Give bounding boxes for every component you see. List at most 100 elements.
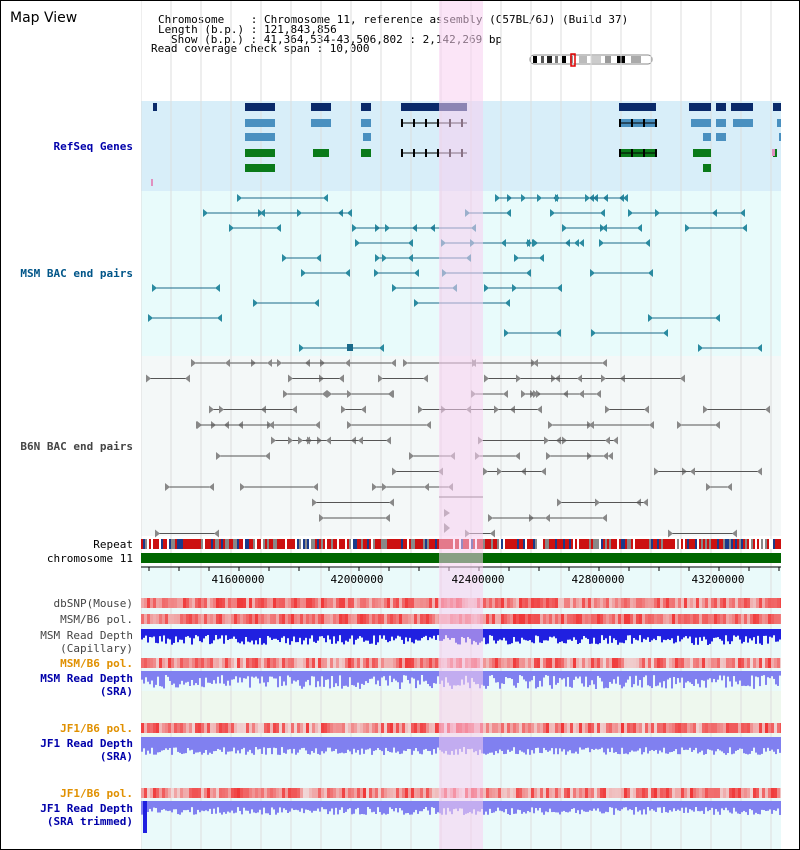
bac-end-marker	[574, 239, 579, 247]
heat-cell	[738, 658, 741, 668]
depth-bar	[495, 737, 497, 752]
b6n-bac-label[interactable]: B6N BAC end pairs	[20, 440, 133, 453]
jf1-trim-label-1[interactable]: JF1 Read Depth	[40, 802, 133, 815]
repeat-element	[165, 539, 167, 549]
bac-end-marker	[382, 483, 387, 491]
depth-bar	[193, 737, 195, 755]
heat-cell	[153, 723, 156, 733]
heat-cell	[339, 723, 342, 733]
heat-cell	[660, 723, 663, 733]
depth-bar	[655, 801, 657, 812]
heat-cell	[546, 614, 549, 624]
depth-bar	[773, 737, 775, 752]
depth-bar	[505, 801, 507, 810]
heat-cell	[645, 788, 648, 798]
heat-cell	[768, 598, 771, 608]
depth-bar	[201, 737, 203, 755]
depth-bar	[695, 737, 697, 748]
refseq-genes-label[interactable]: RefSeq Genes	[53, 140, 133, 153]
heat-cell	[759, 614, 762, 624]
msm-depth-capillary-label-1[interactable]: MSM Read Depth	[40, 629, 133, 642]
depth-bar	[627, 671, 629, 680]
heat-cell	[390, 658, 393, 668]
bac-end-marker	[314, 299, 319, 307]
repeat-element	[385, 539, 387, 549]
bac-end-marker	[374, 269, 379, 277]
repeat-element	[595, 539, 597, 549]
heat-cell	[675, 598, 678, 608]
heat-cell	[276, 788, 279, 798]
depth-bar	[747, 671, 749, 686]
depth-bar	[499, 629, 501, 640]
depth-bar	[707, 629, 709, 645]
repeat-element	[489, 539, 491, 549]
depth-bar	[761, 801, 763, 810]
heat-cell	[504, 723, 507, 733]
bac-end-marker	[677, 421, 682, 429]
depth-bar	[349, 737, 351, 752]
depth-bar	[515, 801, 517, 814]
heat-cell	[315, 723, 318, 733]
repeat-element	[581, 539, 583, 549]
depth-bar	[511, 801, 513, 809]
repeat-element	[429, 539, 431, 549]
depth-bar	[383, 801, 385, 814]
depth-bar	[313, 801, 315, 811]
depth-bar	[157, 629, 159, 644]
depth-bar	[205, 737, 207, 750]
heat-cell	[306, 658, 309, 668]
jf1-b6-pol-trim-label[interactable]: JF1/B6 pol.	[60, 787, 133, 800]
repeat-element	[497, 539, 499, 549]
depth-bar	[163, 671, 165, 689]
repeat-element	[167, 539, 169, 549]
msm-depth-sra-label-1[interactable]: MSM Read Depth	[40, 672, 133, 685]
heat-cell	[186, 723, 189, 733]
heat-cell	[204, 598, 207, 608]
depth-bar	[235, 737, 237, 754]
jf1-depth-label-1[interactable]: JF1 Read Depth	[40, 737, 133, 750]
heat-cell	[582, 614, 585, 624]
depth-bar	[575, 801, 577, 813]
depth-bar	[719, 737, 721, 751]
bac-end-marker	[299, 344, 304, 352]
dbsnp-label[interactable]: dbSNP(Mouse)	[53, 597, 133, 610]
heat-cell	[180, 598, 183, 608]
gene-exon	[245, 164, 275, 172]
heat-cell	[618, 723, 621, 733]
bac-end-marker	[292, 405, 297, 414]
depth-bar	[647, 737, 649, 754]
heat-cell	[162, 598, 165, 608]
repeat-element	[635, 539, 637, 549]
msm-b6-pol-sra-label[interactable]: MSM/B6 pol.	[60, 657, 133, 670]
depth-bar	[557, 737, 559, 755]
depth-bar	[705, 671, 707, 688]
heat-cell	[342, 788, 345, 798]
depth-bar	[559, 801, 561, 815]
heat-cell	[318, 788, 321, 798]
gene-exon	[619, 149, 621, 157]
heat-cell	[405, 598, 408, 608]
heat-cell	[717, 658, 720, 668]
heat-cell	[540, 598, 543, 608]
depth-bar	[713, 801, 715, 815]
depth-bar	[335, 801, 337, 808]
bac-end-marker	[527, 239, 532, 247]
depth-bar	[655, 629, 657, 641]
msm-bac-label[interactable]: MSM BAC end pairs	[20, 267, 133, 280]
heat-cell	[162, 723, 165, 733]
heat-cell	[771, 723, 774, 733]
heat-cell	[342, 598, 345, 608]
depth-bar	[169, 801, 171, 811]
depth-bar	[571, 737, 573, 754]
depth-bar	[391, 629, 393, 637]
depth-bar	[721, 671, 723, 681]
bac-end-marker	[740, 209, 745, 217]
depth-bar	[583, 629, 585, 637]
msm-b6-pol-label[interactable]: MSM/B6 pol.	[60, 613, 133, 626]
bac-end-marker	[424, 483, 429, 491]
genome-browser-panel[interactable]	[141, 1, 781, 850]
repeat-element	[719, 539, 721, 549]
jf1-b6-pol-label[interactable]: JF1/B6 pol.	[60, 722, 133, 735]
depth-bar	[237, 801, 239, 808]
depth-bar	[769, 629, 771, 637]
